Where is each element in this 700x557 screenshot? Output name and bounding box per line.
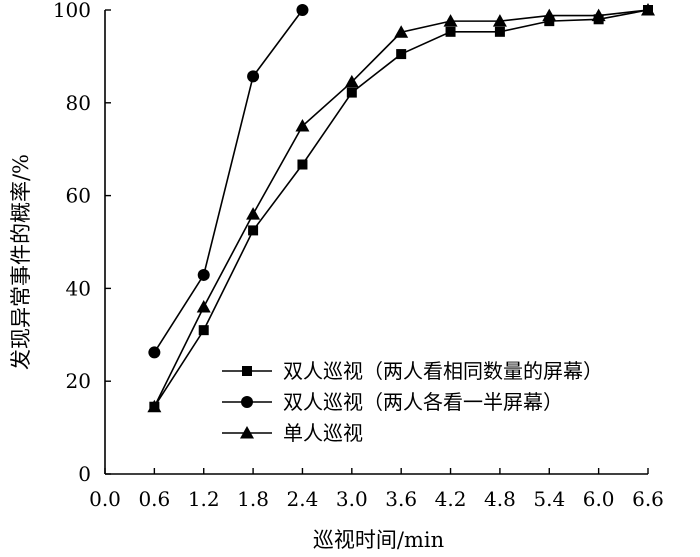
series-square xyxy=(149,5,653,412)
series-line xyxy=(153,9,649,408)
data-point-triangle xyxy=(344,74,359,88)
x-tick-label: 6.0 xyxy=(583,487,615,511)
data-point-square xyxy=(297,159,308,170)
data-point-triangle xyxy=(295,119,310,132)
data-point-circle xyxy=(296,4,309,16)
data-point-triangle xyxy=(591,8,606,22)
y-tick-label: 20 xyxy=(66,369,91,393)
x-tick-label: 1.2 xyxy=(188,487,220,511)
data-point-triangle xyxy=(394,25,409,38)
data-point-triangle xyxy=(492,14,507,27)
data-point-circle xyxy=(197,268,210,281)
x-tick-label: 1.8 xyxy=(237,487,269,511)
data-point-circle xyxy=(247,70,260,83)
x-tick-label: 2.4 xyxy=(287,487,319,511)
data-point-triangle xyxy=(147,399,162,413)
series-triangle xyxy=(147,3,655,413)
data-point-square xyxy=(494,26,505,37)
legend-label: 单人巡视 xyxy=(283,421,363,445)
series-line xyxy=(153,9,649,408)
data-point-triangle xyxy=(443,14,458,27)
x-tick-label: 0.6 xyxy=(138,487,170,511)
data-point-triangle xyxy=(542,8,557,22)
data-point-square xyxy=(198,325,209,336)
data-point-triangle xyxy=(641,3,655,16)
data-point-square xyxy=(445,26,456,37)
legend-item: 双人巡视（两人看相同数量的屏幕） xyxy=(222,359,603,383)
x-tick-label: 0.0 xyxy=(89,487,121,511)
legend-item: 双人巡视（两人各看一半屏幕） xyxy=(222,390,563,414)
x-axis-title: 巡视时间/min xyxy=(313,528,444,552)
y-tick-label: 40 xyxy=(66,276,91,300)
legend-marker-square xyxy=(242,366,252,376)
data-point-triangle xyxy=(196,299,211,313)
series-line xyxy=(153,9,304,353)
x-tick-label: 5.4 xyxy=(533,487,565,511)
data-point-square xyxy=(346,87,357,98)
y-tick-label: 60 xyxy=(66,184,91,208)
y-axis-title: 发现异常事件的概率/% xyxy=(9,154,33,370)
x-tick-label: 6.6 xyxy=(632,487,664,511)
axis-ticks: 0 20 40 60 80 100 0.0 0.6 1.2 1.8 2.4 3.0 3.6 4.2 4.8 5… xyxy=(53,0,664,511)
legend-marker-triangle xyxy=(240,426,254,439)
data-point-triangle xyxy=(246,207,261,220)
legend-marker-circle xyxy=(241,396,253,408)
legend-label: 双人巡视（两人看相同数量的屏幕） xyxy=(283,359,603,383)
series-circle xyxy=(148,4,309,359)
legend-item: 单人巡视 xyxy=(222,421,363,445)
x-tick-label: 3.0 xyxy=(336,487,368,511)
data-point-square xyxy=(396,49,407,60)
axes xyxy=(104,10,648,475)
y-tick-label: 100 xyxy=(53,0,91,22)
data-point-circle xyxy=(148,346,161,359)
data-point-square xyxy=(248,225,259,236)
x-tick-label: 3.6 xyxy=(385,487,417,511)
y-tick-label: 0 xyxy=(78,462,91,486)
x-tick-label: 4.2 xyxy=(435,487,467,511)
series-layer xyxy=(147,3,655,413)
x-tick-label: 4.8 xyxy=(484,487,516,511)
data-point-square xyxy=(544,16,555,27)
legend-label: 双人巡视（两人各看一半屏幕） xyxy=(283,390,563,414)
legend: 双人巡视（两人看相同数量的屏幕） 双人巡视（两人各看一半屏幕） 单人巡视 xyxy=(222,359,603,445)
y-tick-label: 80 xyxy=(66,91,91,115)
